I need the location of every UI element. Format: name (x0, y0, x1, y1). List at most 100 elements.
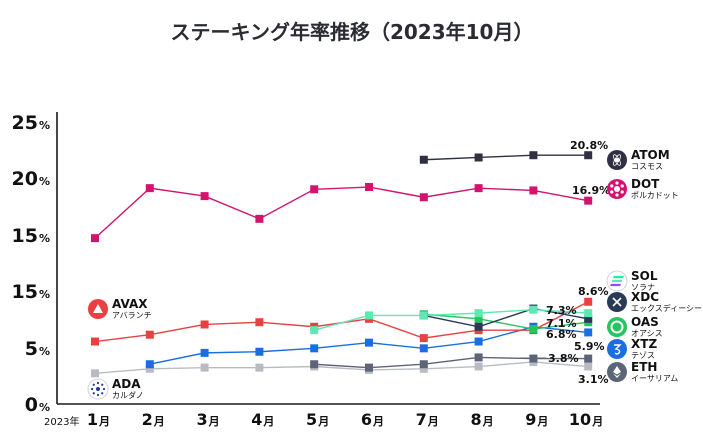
data-point-eth (584, 354, 593, 363)
ethereum-icon (607, 362, 627, 382)
data-point-ada (91, 369, 99, 378)
y-tick-label: 15 (12, 225, 38, 247)
x-tick-label: 10 月 (569, 410, 603, 429)
legend-name-sol: SOL (631, 269, 658, 283)
data-point-dot (255, 214, 264, 223)
data-point-sol (584, 309, 593, 318)
data-point-ada (584, 362, 593, 371)
tezos-icon (607, 339, 627, 359)
series-line-xdc (423, 307, 589, 328)
legend-name-xtz: XTZ (631, 337, 657, 351)
end-label-xdc: 7.1% (546, 317, 577, 330)
data-point-eth (310, 360, 319, 369)
x-tick-labels: 1 月 2 月 3 月 4 月 5 月 6 月 7 月 8 月 9 月 10 月 (87, 410, 603, 429)
end-label-xtz: 5.9% (574, 340, 605, 353)
x-tick-unit: 月 (98, 415, 110, 428)
legend-sub-ada: カルダノ (112, 390, 144, 400)
data-point-sol (365, 311, 373, 320)
x-tick-unit: 月 (482, 415, 494, 428)
legend-sub-eth: イーサリアム (631, 374, 678, 383)
data-point-xtz (474, 337, 483, 346)
data-point-xtz (310, 344, 319, 353)
end-label-eth: 3.8% (548, 352, 579, 365)
data-point-dot (310, 185, 319, 194)
data-point-ada (474, 362, 483, 371)
chart-title: ステーキング年率推移（2023年10月） (171, 20, 534, 44)
y-tick-label: 20 (12, 168, 38, 190)
series-line-ada (94, 361, 589, 375)
x-tick-unit: 月 (317, 415, 329, 428)
series-lines (94, 154, 589, 375)
data-point-ada (419, 364, 428, 373)
series-line-avax (94, 301, 589, 343)
legend-sub-atom: コスモス (631, 162, 663, 171)
data-point-dot (474, 184, 483, 193)
legend-sub-sol: ソラナ (631, 283, 655, 292)
data-point-eth (529, 354, 538, 363)
legend-sub-xtz: テゾス (631, 351, 655, 360)
series-line-dot (94, 186, 589, 239)
x-tick-unit: 月 (262, 415, 274, 428)
x-tick-unit: 月 (372, 415, 384, 428)
y-tick-unit: % (39, 232, 50, 245)
data-point-sol (310, 326, 319, 335)
data-point-xtz (145, 360, 154, 369)
legend-sub-dot: ポルカドット (631, 191, 679, 200)
end-label-atom: 20.8% (570, 139, 608, 152)
x-tick-number: 10 (569, 410, 591, 429)
legend-name-dot: DOT (631, 177, 660, 191)
x-tick-number: 8 (470, 410, 481, 429)
data-point-oas (474, 314, 483, 323)
y-tick-unit: % (39, 401, 50, 414)
data-point-dot (145, 184, 154, 193)
legend-name-oas: OAS (631, 315, 659, 329)
x-tick-number: 9 (525, 410, 536, 429)
chart-axes (56, 112, 600, 405)
legend-name-avax: AVAX (112, 297, 148, 311)
x-tick-number: 6 (361, 410, 372, 429)
data-point-dot (365, 183, 373, 192)
data-point-atom (584, 151, 593, 160)
y-tick-unit: % (39, 175, 50, 188)
y-tick-labels: 0 %5 %15 %15 %20 %25% (12, 112, 50, 416)
data-point-avax (200, 320, 209, 329)
end-label-oas: 6.8% (546, 328, 577, 341)
data-point-avax (145, 330, 154, 339)
legend-name-xdc: XDC (631, 290, 659, 304)
data-point-eth (474, 353, 483, 362)
avalanche-icon (88, 299, 108, 319)
data-point-eth (365, 363, 373, 372)
y-tick-label: 25 (12, 112, 38, 134)
x-tick-unit: 月 (536, 415, 548, 428)
legend-name-ada: ADA (112, 377, 141, 391)
series-line-atom (423, 154, 589, 161)
data-point-xtz (200, 348, 209, 357)
data-point-dot (200, 192, 209, 201)
data-point-xtz (365, 338, 373, 347)
end-label-avax: 8.6% (578, 285, 609, 298)
series-markers (91, 151, 593, 378)
data-point-dot (91, 234, 99, 243)
legend-sub-oas: オアシス (631, 329, 663, 338)
x-tick-number: 7 (416, 410, 427, 429)
legend-sub-xdc: エックスディーシー (631, 303, 702, 313)
series-line-eth (314, 356, 589, 369)
data-point-sol (529, 305, 538, 314)
data-point-xdc (474, 322, 483, 331)
legend-name-atom: ATOM (631, 148, 670, 162)
data-point-avax (584, 297, 593, 306)
